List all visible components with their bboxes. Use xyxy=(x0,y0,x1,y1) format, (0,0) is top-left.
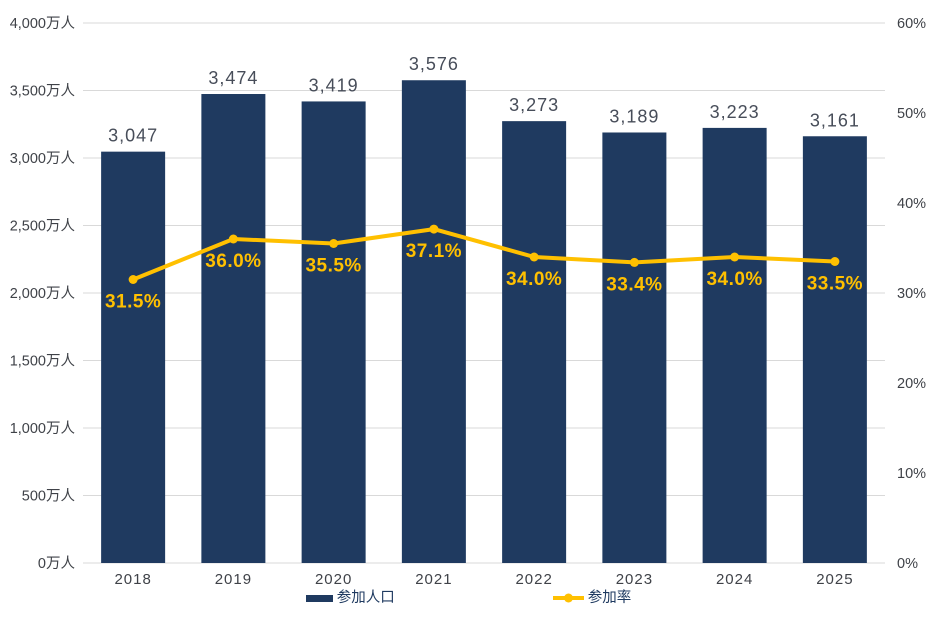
rate-point xyxy=(529,252,539,262)
right-axis-tick-label: 50% xyxy=(897,106,926,122)
combo-chart-canvas: 0万人 500万人 1,000万人 1,500万人 2,000万人 2,500万人 3,00… xyxy=(10,15,926,586)
right-axis-tick-label: 60% xyxy=(897,16,926,32)
legend-item-rate: 参加率 xyxy=(552,588,632,608)
bar-series-swatch-icon xyxy=(305,594,333,602)
bar xyxy=(502,121,567,564)
right-axis-tick-label: 40% xyxy=(897,196,926,212)
rate-point-label: 36.0% xyxy=(205,251,261,272)
right-axis-tick-label: 20% xyxy=(897,376,926,392)
bar-value-label: 3,419 xyxy=(309,75,359,95)
x-axis-label: 2019 xyxy=(215,571,252,586)
x-axis-label: 2018 xyxy=(114,571,151,586)
rate-point xyxy=(629,257,639,267)
right-axis-tick-label: 30% xyxy=(897,286,926,302)
left-axis-tick-label: 2,500万人 xyxy=(10,218,75,235)
left-axis-tick-label: 0万人 xyxy=(38,555,75,572)
line-series-swatch-icon xyxy=(552,593,584,603)
bar-value-label: 3,047 xyxy=(108,126,158,146)
bar-value-label: 3,474 xyxy=(208,68,258,88)
rate-point-label: 37.1% xyxy=(406,241,462,262)
chart-legend: 参加人口 参加率 xyxy=(0,588,937,608)
x-axis-label: 2020 xyxy=(315,571,352,586)
right-axis-tick-label: 10% xyxy=(897,466,926,482)
bar-value-label: 3,273 xyxy=(509,95,559,115)
left-axis-tick-label: 2,000万人 xyxy=(10,285,75,302)
rate-point-label: 34.0% xyxy=(506,269,562,290)
left-axis-tick-label: 500万人 xyxy=(22,488,75,505)
rate-point-label: 33.5% xyxy=(807,274,863,295)
bar xyxy=(301,101,366,563)
rate-point-label: 34.0% xyxy=(706,269,762,290)
bar xyxy=(602,132,667,564)
rate-point xyxy=(429,224,439,234)
left-axis-tick-label: 4,000万人 xyxy=(10,15,75,32)
bar xyxy=(802,136,867,563)
rate-point-label: 31.5% xyxy=(105,292,161,313)
rate-point xyxy=(730,252,740,262)
rate-point-label: 35.5% xyxy=(305,256,361,277)
bar xyxy=(101,151,166,563)
rate-point xyxy=(128,275,138,284)
bar xyxy=(401,80,466,564)
rate-line xyxy=(131,227,837,282)
x-axis-label: 2025 xyxy=(816,571,853,586)
legend-label-rate: 参加率 xyxy=(587,590,632,606)
rate-point xyxy=(830,257,840,266)
bar-value-label: 3,223 xyxy=(710,102,760,122)
bar-value-label: 3,161 xyxy=(810,110,860,130)
bar-value-label: 3,189 xyxy=(609,106,659,126)
left-axis-tick-label: 3,000万人 xyxy=(10,150,75,167)
rate-point xyxy=(329,239,339,248)
x-axis-label: 2024 xyxy=(716,571,753,586)
x-axis-label: 2022 xyxy=(515,571,552,586)
rate-point xyxy=(228,234,238,244)
legend-item-participants: 参加人口 xyxy=(305,588,395,608)
left-axis-tick-label: 3,500万人 xyxy=(10,83,75,100)
right-axis-tick-label: 0% xyxy=(897,556,918,572)
legend-label-participants: 参加人口 xyxy=(336,590,395,606)
rate-point-label: 33.4% xyxy=(606,274,662,295)
bar xyxy=(702,127,767,564)
bar-value-label: 3,576 xyxy=(409,54,459,74)
bar xyxy=(201,94,266,563)
x-axis-label: 2023 xyxy=(616,571,653,586)
left-axis-tick-label: 1,000万人 xyxy=(10,420,75,437)
x-axis-label: 2021 xyxy=(415,571,452,586)
left-axis-tick-label: 1,500万人 xyxy=(10,353,75,370)
